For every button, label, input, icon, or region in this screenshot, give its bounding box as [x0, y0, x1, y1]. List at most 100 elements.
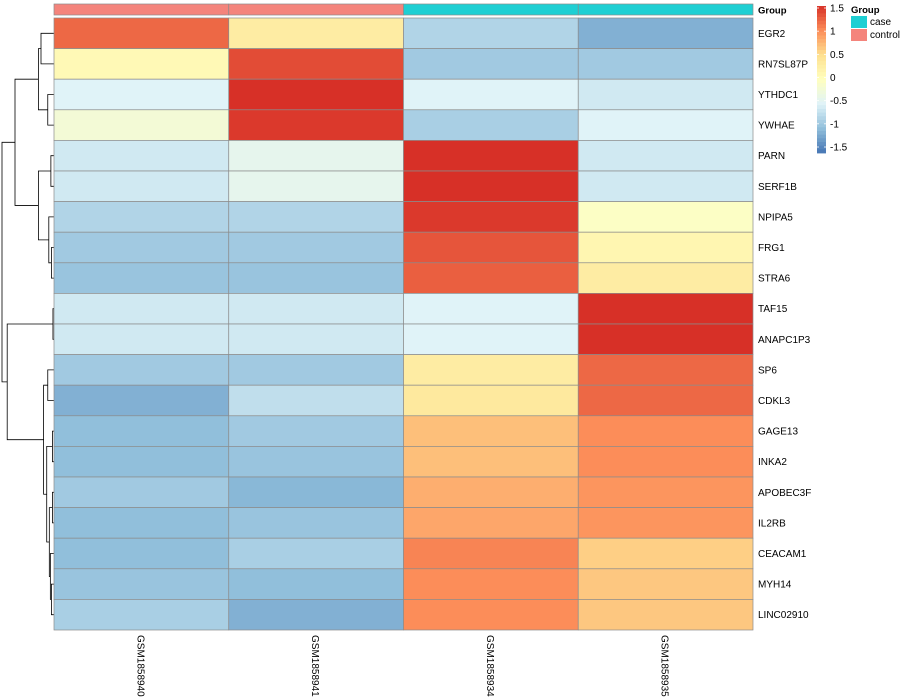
heatmap-cell: [577, 170, 754, 202]
color-scale-tick-label: -0.5: [830, 96, 848, 107]
gene-label: NPIPA5: [758, 212, 793, 223]
color-scale-swatch: [817, 138, 826, 143]
heatmap-cell: [403, 599, 579, 631]
color-scale-swatch: [817, 119, 826, 124]
heatmap-cell: [53, 415, 230, 447]
color-scale-swatch: [817, 105, 826, 110]
gene-label: STRA6: [758, 274, 791, 285]
heatmap-cell: [577, 354, 754, 386]
heatmap-cell: [53, 568, 230, 600]
heatmap-cell: [403, 537, 579, 570]
heatmap-cell: [403, 201, 579, 233]
color-scale-swatch: [817, 68, 826, 73]
heatmap-cell: [403, 293, 579, 325]
color-scale-swatch: [817, 64, 826, 69]
group-legend-label-case: case: [870, 17, 892, 28]
heatmap-cell: [403, 323, 579, 355]
heatmap-cell: [577, 78, 754, 111]
dendrogram-branch: [6, 323, 53, 441]
heatmap-cell: [403, 446, 579, 478]
heatmap-cell: [403, 476, 579, 508]
heatmap-cell: [577, 262, 754, 294]
color-scale-swatch: [817, 42, 826, 47]
color-scale-swatch: [817, 61, 826, 66]
heatmap-cell: [228, 48, 404, 80]
color-scale-swatch: [817, 57, 826, 62]
color-scale-tick-label: 1.5: [830, 4, 844, 15]
gene-label: SERF1B: [758, 182, 797, 193]
color-scale-swatch: [817, 116, 826, 121]
gene-label: ANAPC1P3: [758, 335, 811, 346]
color-scale-swatch: [817, 20, 826, 25]
heatmap-cell: [53, 537, 230, 570]
heatmap-cell: [228, 507, 404, 539]
gene-label: YWHAE: [758, 121, 795, 132]
color-scale-legend: -1.5 -1 -0.5 0 0.5 1 1.5: [817, 4, 848, 154]
sample-labels: GSM1858940 GSM1858941 GSM1858934 GSM1858935: [134, 635, 669, 697]
dendrogram-branch: [50, 155, 54, 187]
heatmap-cell: [403, 384, 579, 417]
heatmap-cell: [228, 568, 404, 600]
gene-label: YTHDC1: [758, 90, 798, 101]
color-scale-swatch: [817, 13, 826, 18]
color-scale-swatch: [817, 50, 826, 55]
color-scale-tick-label: -1: [830, 119, 839, 130]
color-scale-swatch: [817, 72, 826, 77]
color-scale-swatch: [817, 97, 826, 102]
heatmap-cell: [403, 109, 579, 141]
heatmap-cell: [53, 17, 230, 49]
heatmap-cell: [228, 384, 404, 417]
group-annotation-bar: [53, 3, 754, 16]
heatmap-cell: [577, 415, 754, 447]
heatmap-cell: [228, 231, 404, 264]
heatmap-cell: [403, 48, 579, 80]
sample-label: GSM1858941: [309, 635, 320, 697]
color-scale-swatch: [817, 94, 826, 99]
sample-label: GSM1858935: [659, 635, 670, 697]
color-scale-swatch: [817, 79, 826, 84]
row-dendrogram: [1, 32, 54, 616]
heatmap-cell: [577, 201, 754, 233]
sample-label: GSM1858934: [484, 635, 495, 697]
color-scale-swatch: [817, 101, 826, 106]
gene-label: INKA2: [758, 457, 787, 468]
gene-label: EGR2: [758, 29, 786, 40]
dendrogram-branch: [47, 369, 54, 401]
heatmap-cell: [403, 17, 579, 49]
heatmap-cell: [577, 599, 754, 631]
group-legend-title: Group: [851, 5, 880, 16]
heatmap-cell: [53, 78, 230, 111]
color-scale-swatch: [817, 130, 826, 136]
annotation-cell-case: [403, 3, 579, 16]
heatmap-cell: [53, 109, 230, 141]
dendrogram-branch: [48, 507, 53, 577]
heatmap-cell: [403, 507, 579, 539]
gene-label: MYH14: [758, 580, 792, 591]
color-scale-swatch: [817, 9, 826, 14]
gene-label: CEACAM1: [758, 549, 807, 560]
heatmap-cell: [228, 78, 404, 111]
heatmap-cell: [577, 17, 754, 49]
heatmap-cell: [228, 170, 404, 202]
annotation-title: Group: [758, 6, 787, 17]
heatmap-cell: [577, 568, 754, 600]
heatmap-cell: [403, 78, 579, 111]
heatmap-cell: [53, 384, 230, 417]
dendrogram-branch: [51, 583, 54, 616]
color-scale-swatch: [817, 6, 826, 11]
dendrogram-branch: [47, 94, 54, 126]
heatmap-cell: [577, 476, 754, 508]
heatmap-cell: [53, 231, 230, 264]
heatmap-cell: [403, 170, 579, 202]
color-scale-swatch: [817, 149, 826, 154]
heatmap-cell: [228, 262, 404, 294]
color-scale-swatch: [817, 86, 826, 91]
heatmap-cell: [53, 140, 230, 172]
group-legend-label-control: control: [870, 30, 900, 41]
color-scale-swatch: [817, 46, 826, 51]
gene-label: APOBEC3F: [758, 488, 811, 499]
heatmap-cell: [53, 293, 230, 325]
gene-label: FRG1: [758, 243, 785, 254]
heatmap-cell: [228, 476, 404, 508]
